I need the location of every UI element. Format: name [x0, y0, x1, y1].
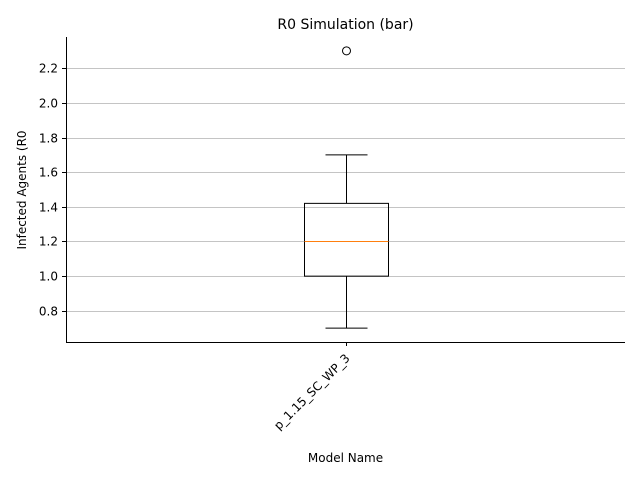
- y-tick-label: 2.0: [39, 97, 58, 111]
- chart-title: R0 Simulation (bar): [277, 17, 413, 33]
- x-tick-label: p_1.15_SC_WP_3: [271, 351, 352, 432]
- grid-lines: [66, 68, 625, 312]
- outlier-point: [342, 46, 351, 56]
- y-tick-label: 2.2: [39, 62, 58, 76]
- y-tick-label: 1.2: [39, 235, 58, 249]
- box-plot-series: [304, 46, 389, 329]
- x-axis-ticks: p_1.15_SC_WP_3: [271, 342, 353, 433]
- y-tick-label: 1.8: [39, 132, 58, 146]
- y-tick-label: 1.0: [39, 270, 58, 284]
- axes: [66, 37, 625, 343]
- y-tick-label: 0.8: [39, 305, 58, 319]
- box-iqr: [304, 202, 389, 277]
- y-axis-ticks: 0.8 1.0 1.2 1.4 1.6 1.8 2.0 2.2: [39, 62, 66, 319]
- y-tick-label: 1.6: [39, 166, 58, 180]
- x-axis-label: Model Name: [308, 451, 383, 465]
- y-tick-label: 1.4: [39, 201, 58, 215]
- y-axis-label: Infected Agents (R0: [15, 130, 29, 249]
